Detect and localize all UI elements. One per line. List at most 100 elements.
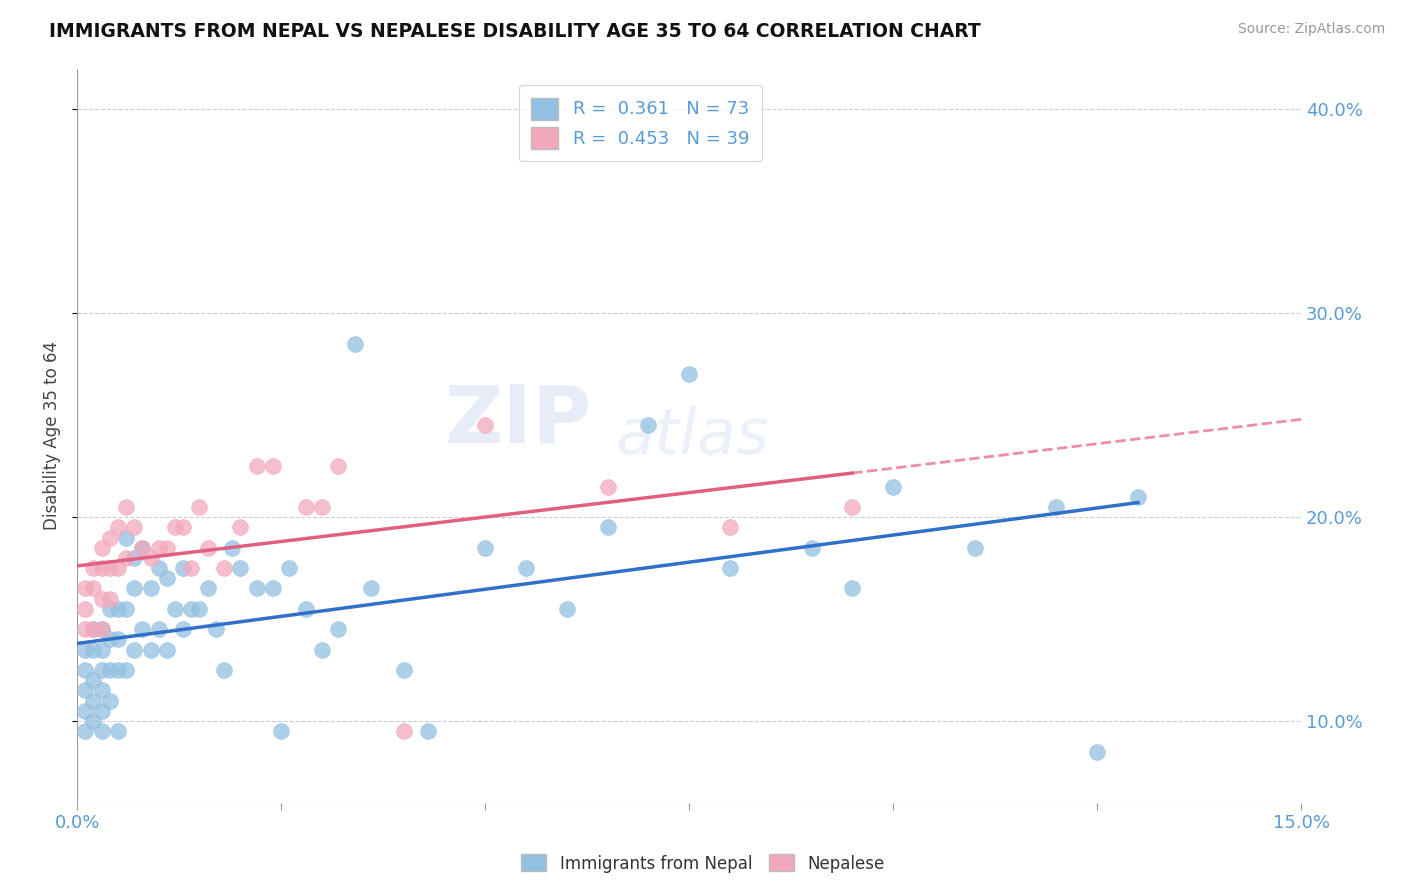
Point	[115, 500, 138, 514]
Point	[188, 500, 211, 514]
Point	[98, 591, 121, 606]
Y-axis label: Disability Age 35 to 64: Disability Age 35 to 64	[44, 341, 60, 530]
Point	[246, 582, 269, 596]
Point	[311, 642, 333, 657]
Point	[718, 520, 741, 534]
Point	[474, 418, 496, 433]
Point	[882, 479, 904, 493]
Point	[107, 663, 129, 677]
Point	[343, 336, 366, 351]
Point	[360, 582, 382, 596]
Point	[75, 683, 97, 698]
Point	[82, 693, 104, 707]
Text: IMMIGRANTS FROM NEPAL VS NEPALESE DISABILITY AGE 35 TO 64 CORRELATION CHART: IMMIGRANTS FROM NEPAL VS NEPALESE DISABI…	[49, 22, 981, 41]
Point	[90, 622, 112, 636]
Point	[82, 622, 104, 636]
Point	[75, 642, 97, 657]
Point	[98, 663, 121, 677]
Point	[148, 541, 170, 555]
Point	[328, 459, 350, 474]
Point	[98, 693, 121, 707]
Point	[156, 541, 179, 555]
Point	[122, 642, 145, 657]
Point	[75, 622, 97, 636]
Point	[229, 561, 252, 575]
Point	[1045, 500, 1067, 514]
Point	[246, 459, 269, 474]
Point	[204, 622, 226, 636]
Point	[188, 602, 211, 616]
Point	[122, 550, 145, 565]
Point	[515, 561, 537, 575]
Point	[1085, 745, 1108, 759]
Point	[596, 520, 619, 534]
Point	[221, 541, 243, 555]
Point	[107, 602, 129, 616]
Point	[131, 541, 153, 555]
Point	[163, 602, 186, 616]
Point	[841, 500, 863, 514]
Text: ZIP: ZIP	[444, 382, 591, 460]
Point	[172, 622, 194, 636]
Point	[294, 500, 316, 514]
Point	[328, 622, 350, 636]
Point	[131, 541, 153, 555]
Point	[180, 602, 202, 616]
Point	[474, 541, 496, 555]
Point	[156, 642, 179, 657]
Point	[172, 520, 194, 534]
Point	[800, 541, 823, 555]
Point	[718, 561, 741, 575]
Point	[172, 561, 194, 575]
Point	[82, 582, 104, 596]
Point	[278, 561, 301, 575]
Point	[392, 663, 415, 677]
Point	[107, 561, 129, 575]
Point	[115, 663, 138, 677]
Point	[107, 724, 129, 739]
Point	[115, 531, 138, 545]
Point	[294, 602, 316, 616]
Point	[131, 622, 153, 636]
Text: atlas: atlas	[616, 405, 770, 467]
Point	[963, 541, 986, 555]
Point	[90, 724, 112, 739]
Point	[555, 602, 578, 616]
Point	[82, 642, 104, 657]
Point	[229, 520, 252, 534]
Point	[156, 571, 179, 585]
Point	[90, 683, 112, 698]
Point	[197, 541, 219, 555]
Point	[122, 582, 145, 596]
Point	[180, 561, 202, 575]
Point	[75, 582, 97, 596]
Point	[75, 724, 97, 739]
Point	[139, 582, 162, 596]
Point	[90, 561, 112, 575]
Point	[148, 622, 170, 636]
Point	[197, 582, 219, 596]
Point	[98, 561, 121, 575]
Legend: R =  0.361   N = 73, R =  0.453   N = 39: R = 0.361 N = 73, R = 0.453 N = 39	[519, 85, 762, 161]
Point	[107, 520, 129, 534]
Point	[163, 520, 186, 534]
Point	[82, 673, 104, 688]
Point	[75, 602, 97, 616]
Point	[122, 520, 145, 534]
Point	[596, 479, 619, 493]
Point	[262, 582, 284, 596]
Point	[262, 459, 284, 474]
Point	[212, 561, 235, 575]
Point	[115, 550, 138, 565]
Point	[107, 632, 129, 647]
Point	[1126, 490, 1149, 504]
Point	[90, 642, 112, 657]
Point	[148, 561, 170, 575]
Point	[82, 561, 104, 575]
Point	[139, 642, 162, 657]
Point	[637, 418, 659, 433]
Point	[90, 704, 112, 718]
Point	[139, 550, 162, 565]
Point	[212, 663, 235, 677]
Point	[90, 622, 112, 636]
